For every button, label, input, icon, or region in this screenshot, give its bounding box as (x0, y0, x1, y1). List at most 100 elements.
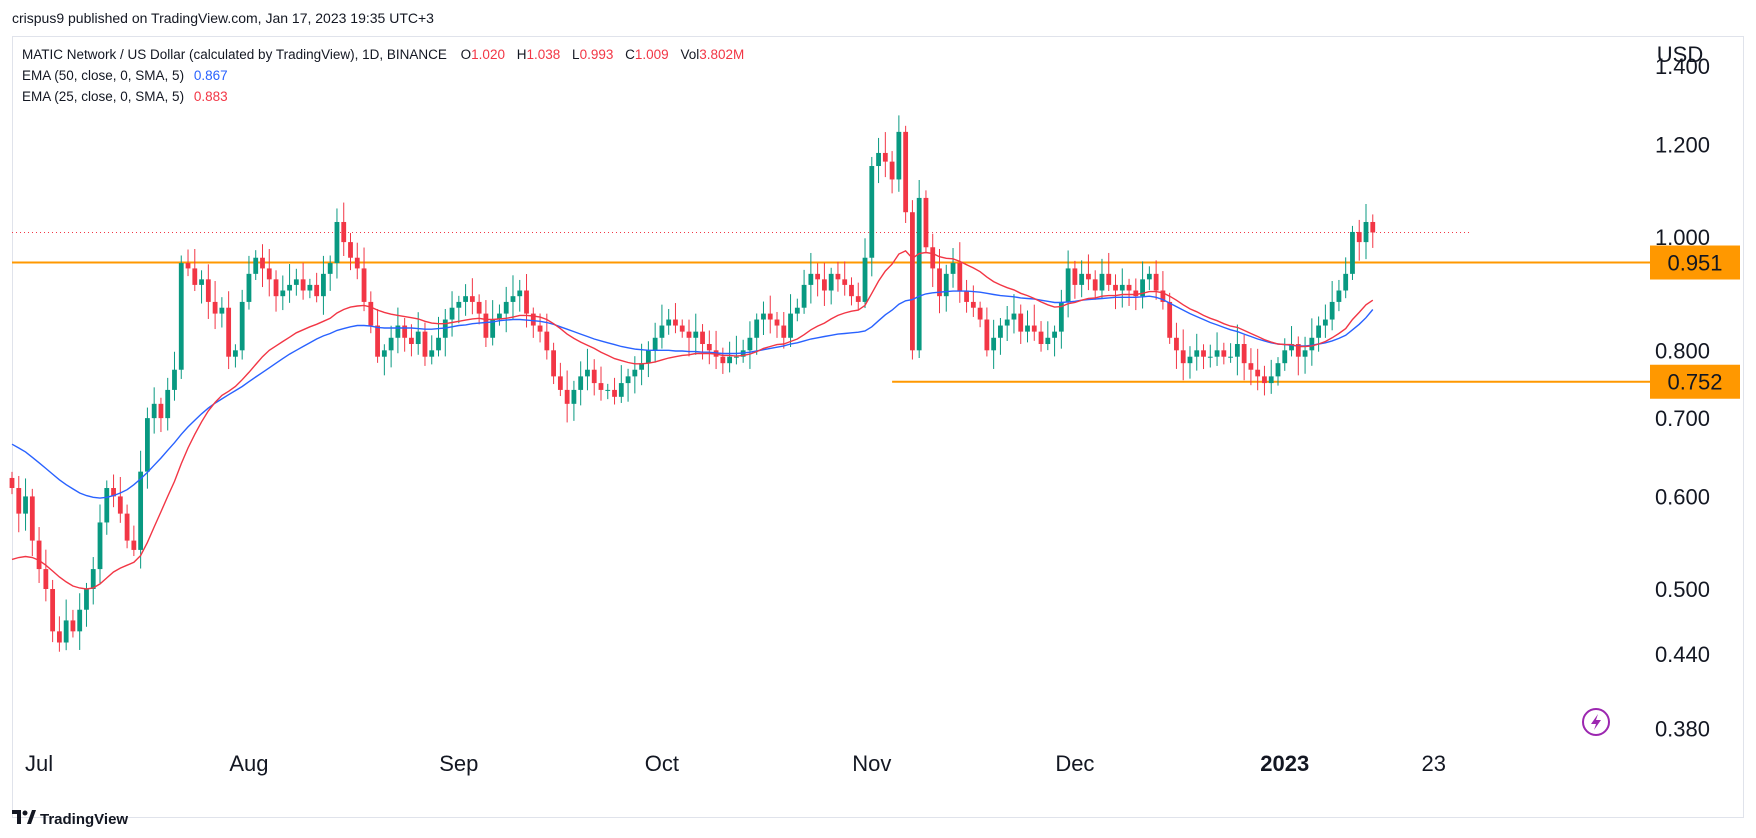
candle-body (497, 313, 502, 320)
candle-body (1356, 231, 1362, 243)
candle-body (63, 620, 69, 643)
candle-body (131, 540, 137, 550)
candle-body (1160, 290, 1166, 302)
candle-body (233, 350, 238, 357)
candle-body (761, 313, 766, 320)
candle-body (1038, 331, 1044, 345)
candle-body (56, 631, 62, 643)
candle-body (1004, 319, 1010, 326)
chart-legend: MATIC Network / US Dollar (calculated by… (22, 44, 744, 107)
candle-body (490, 319, 496, 338)
candle-body (1052, 331, 1057, 338)
candle-body (1119, 284, 1125, 291)
candle-body (1343, 273, 1349, 291)
candle-body (998, 325, 1003, 338)
candle-body (253, 257, 259, 274)
candle-body (639, 363, 645, 370)
candle-body (977, 307, 983, 320)
ema50-value: 0.867 (193, 68, 228, 83)
candle-body (422, 331, 428, 357)
price-tick-label: 0.600 (1655, 484, 1710, 509)
candle-body (483, 313, 489, 338)
candle-body (476, 301, 482, 314)
candle-body (16, 488, 22, 514)
candle-body (151, 403, 157, 419)
time-tick-label: Oct (645, 751, 679, 776)
time-axis: Jul Aug Sep Oct Nov Dec 2023 23 (25, 751, 1446, 776)
symbol-row: MATIC Network / US Dollar (calculated by… (22, 44, 744, 65)
candle-body (1099, 273, 1105, 291)
candle-body (524, 290, 529, 314)
candle-body (930, 247, 936, 269)
candle-body (1058, 301, 1064, 332)
candle-body (896, 131, 902, 180)
candle-body (876, 152, 881, 167)
candle-body (1336, 290, 1342, 302)
ema-lines (11, 250, 1374, 590)
candles (9, 115, 1376, 652)
low-value: 0.993 (579, 47, 614, 62)
candle-body (84, 589, 89, 610)
candle-body (903, 131, 909, 213)
candle-body (842, 279, 848, 285)
candle-body (456, 301, 462, 308)
chart-frame (12, 36, 1744, 818)
candle-body (652, 337, 658, 351)
publish-info: crispus9 published on TradingView.com, J… (12, 10, 434, 26)
candle-body (212, 301, 218, 314)
brand-name: TradingView (40, 810, 129, 828)
candle-body (835, 273, 841, 280)
ema25-label: EMA (25, close, 0, SMA, 5) (22, 89, 185, 104)
candle-body (327, 263, 333, 274)
ema25-row[interactable]: EMA (25, close, 0, SMA, 5) 0.883 (22, 86, 744, 107)
price-tick-label: 1.400 (1655, 54, 1710, 79)
candle-body (1248, 363, 1254, 370)
candle-body (266, 268, 272, 280)
candle-body (1031, 325, 1037, 332)
candle-body (1146, 273, 1152, 280)
candle-body (1221, 350, 1227, 357)
candle-body (381, 350, 387, 357)
candle-body (517, 290, 523, 297)
tradingview-brand[interactable]: TradingView (12, 810, 128, 828)
candle-body (293, 279, 299, 285)
candle-body (828, 273, 834, 291)
candle-body (510, 296, 516, 302)
candle-body (632, 369, 638, 377)
price-axis: 1.400 1.200 1.000 0.800 0.700 0.600 0.500 0.440… (1655, 54, 1710, 741)
candle-body (774, 319, 780, 326)
ema50-row[interactable]: EMA (50, close, 0, SMA, 5) 0.867 (22, 65, 744, 86)
candle-body (849, 284, 854, 297)
candle-body (348, 242, 353, 258)
candle-body (1322, 319, 1328, 326)
candle-body (29, 496, 35, 541)
candle-body (882, 152, 888, 162)
time-tick-label: 23 (1421, 751, 1445, 776)
candle-body (801, 284, 807, 308)
candle-body (70, 620, 76, 632)
lightning-icon[interactable] (1582, 708, 1610, 736)
candle-body (645, 350, 651, 364)
candle-body (605, 389, 611, 391)
candle-body (984, 319, 990, 351)
candle-body (571, 389, 577, 404)
volume-label: Vol (680, 47, 700, 62)
candle-body (436, 337, 441, 351)
candle-body (1241, 344, 1247, 364)
candle-body (145, 418, 150, 472)
candle-body (395, 325, 401, 338)
candle-body (794, 307, 800, 314)
candle-body (463, 296, 468, 302)
candle-body (388, 337, 394, 351)
candle-body (50, 589, 56, 632)
candle-body (280, 290, 286, 297)
candle-body (321, 273, 326, 297)
candle-body (415, 331, 421, 345)
candle-body (449, 307, 455, 320)
candle-body (111, 488, 116, 497)
close-label: C (625, 47, 635, 62)
candle-body (23, 496, 28, 514)
candle-body (1234, 344, 1240, 357)
candle-body (104, 488, 110, 523)
